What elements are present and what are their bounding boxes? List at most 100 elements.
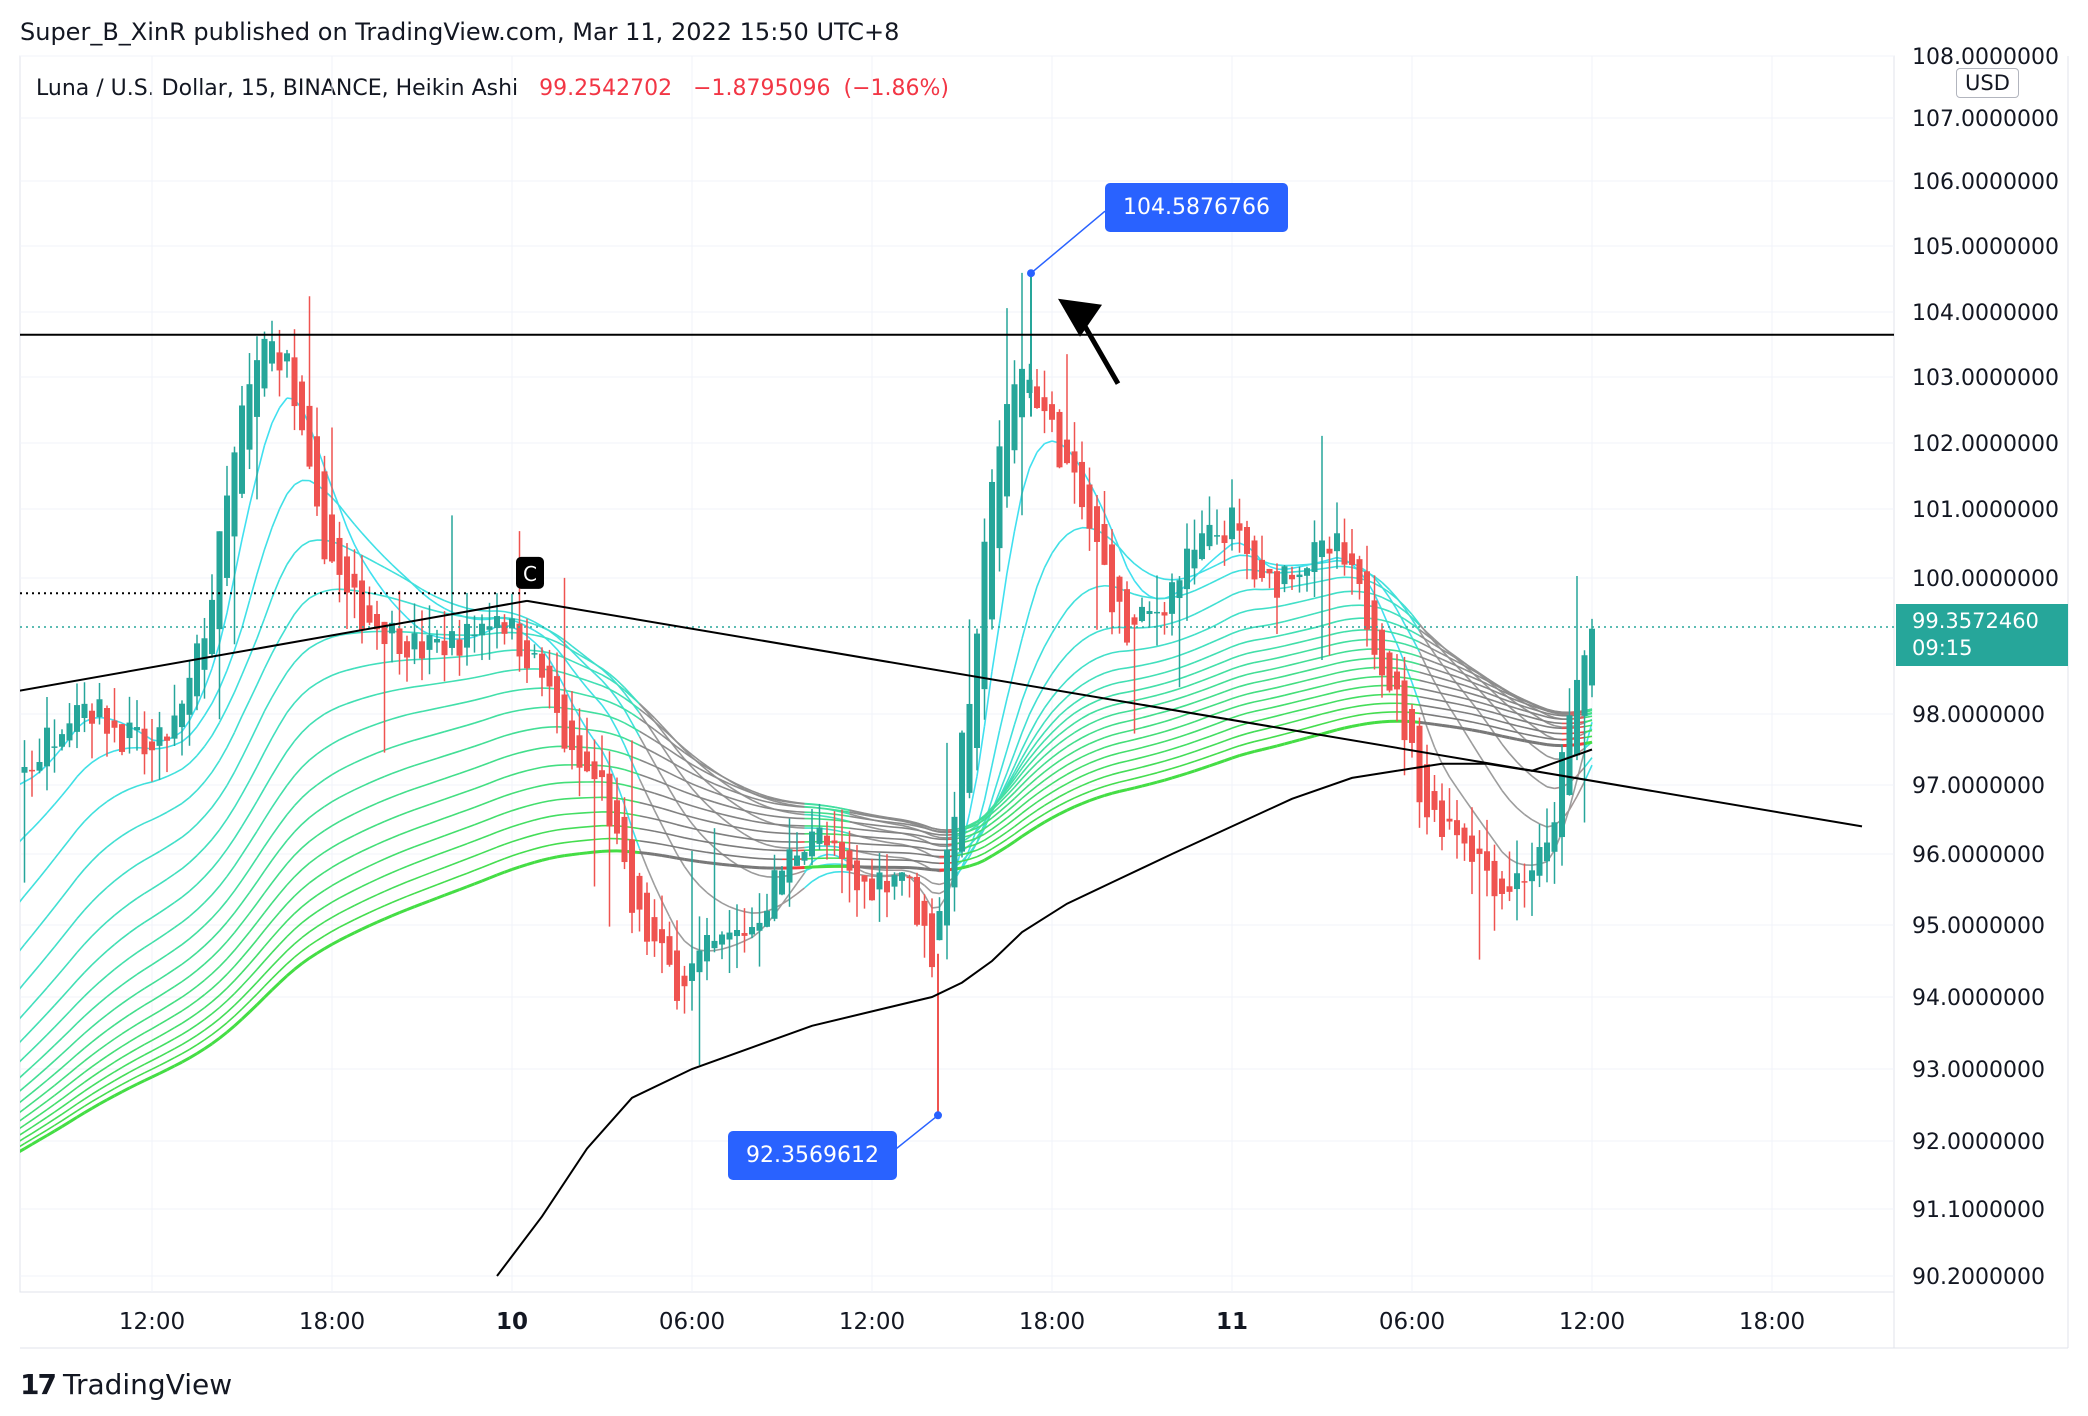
ribbon-line	[1299, 660, 1308, 664]
ribbon-line	[38, 916, 48, 927]
ribbon-line	[526, 786, 535, 790]
ribbon-line	[511, 771, 520, 776]
ribbon-line	[233, 825, 243, 839]
ribbon-line	[136, 892, 145, 899]
ribbon-line	[174, 1010, 183, 1017]
ribbon-line	[53, 969, 63, 980]
ribbon-line	[1546, 743, 1555, 747]
ribbon-line	[1418, 624, 1428, 633]
ribbon-line	[196, 1039, 205, 1046]
ribbon-line	[174, 921, 183, 929]
ribbon-line	[39, 1123, 48, 1130]
ribbon-line	[1006, 818, 1015, 826]
ribbon-line	[1224, 688, 1233, 693]
ribbon-line	[324, 743, 333, 750]
ribbon-line	[909, 828, 918, 831]
ribbon-line	[83, 813, 93, 822]
ribbon-line	[1119, 788, 1128, 793]
ribbon-line	[1411, 694, 1420, 698]
ribbon-line	[196, 847, 206, 857]
ribbon-line	[1508, 753, 1518, 763]
ribbon-line	[1269, 635, 1278, 639]
ribbon-line	[616, 782, 625, 786]
ribbon-line	[361, 865, 370, 871]
ribbon-line	[984, 834, 993, 841]
ribbon-line	[1501, 697, 1510, 703]
ribbon-line	[1231, 643, 1240, 648]
candle-body	[621, 816, 628, 863]
ribbon-line	[1276, 645, 1285, 649]
ribbon-line	[1156, 701, 1165, 706]
ribbon-line	[1351, 705, 1360, 709]
ribbon-line	[1096, 726, 1105, 732]
ribbon-line	[796, 802, 805, 805]
ribbon-line	[1434, 661, 1443, 667]
ribbon-line	[1374, 582, 1383, 589]
ribbon-line	[1021, 679, 1031, 701]
ribbon-line	[886, 822, 895, 826]
candle-body	[1581, 655, 1588, 716]
ribbon-line	[24, 1126, 33, 1133]
ribbon-line	[406, 579, 415, 586]
ribbon-line	[1329, 565, 1338, 569]
ribbon-line	[744, 818, 753, 822]
ribbon-line	[121, 978, 130, 986]
ribbon-line	[444, 704, 453, 708]
ribbon-line	[1134, 726, 1143, 731]
ribbon-line	[293, 922, 303, 930]
ribbon-line	[391, 744, 400, 749]
ribbon-line	[901, 827, 910, 830]
ribbon-line	[1216, 598, 1225, 604]
ribbon-line	[736, 786, 745, 791]
ribbon-line	[399, 659, 408, 662]
ribbon-line	[699, 762, 708, 769]
y-tick-label: 90.2000000	[1912, 1265, 2045, 1290]
ribbon-line	[639, 815, 648, 819]
ribbon-line	[496, 735, 505, 740]
ribbon-line	[796, 870, 805, 875]
ribbon-line	[489, 797, 498, 803]
ribbon-line	[204, 1024, 213, 1031]
ribbon-line	[278, 903, 288, 913]
ribbon-line	[1336, 590, 1345, 594]
ribbon-line	[849, 827, 858, 830]
ribbon-line	[849, 809, 858, 813]
ribbon-line	[1156, 576, 1165, 580]
ribbon-line	[744, 865, 753, 869]
ribbon-line	[729, 834, 738, 838]
ribbon-line	[1141, 744, 1150, 749]
ribbon-line	[729, 799, 738, 807]
ribbon-line	[751, 814, 760, 820]
ribbon-line	[0, 862, 2, 872]
ribbon-line	[1366, 685, 1375, 688]
ribbon-line	[489, 759, 498, 764]
ribbon-line	[706, 891, 715, 899]
ribbon-line	[286, 613, 296, 627]
ribbon-line	[309, 811, 318, 819]
ribbon-line	[53, 794, 63, 805]
ribbon-line	[339, 858, 348, 864]
ribbon-line	[504, 690, 513, 694]
ribbon-line	[766, 807, 775, 811]
ribbon-line	[1486, 677, 1495, 684]
ribbon-line	[46, 1124, 55, 1131]
ribbon-line	[901, 832, 910, 835]
ribbon-line	[534, 858, 543, 864]
ribbon-line	[31, 1106, 40, 1113]
ribbon-line	[429, 592, 438, 599]
ribbon-line	[1299, 698, 1308, 702]
candle-body	[749, 927, 755, 935]
ribbon-line	[466, 699, 475, 703]
ribbon-line	[676, 801, 686, 814]
ribbon-line	[631, 826, 640, 830]
ribbon-line	[46, 1103, 55, 1111]
ribbon-line	[1006, 811, 1016, 819]
ribbon-line	[931, 834, 940, 839]
candle-body	[801, 852, 808, 861]
ribbon-line	[534, 623, 543, 629]
candle-body	[636, 875, 643, 910]
ribbon-line	[91, 1035, 100, 1043]
ribbon-line	[969, 821, 978, 827]
ribbon-line	[144, 855, 153, 861]
